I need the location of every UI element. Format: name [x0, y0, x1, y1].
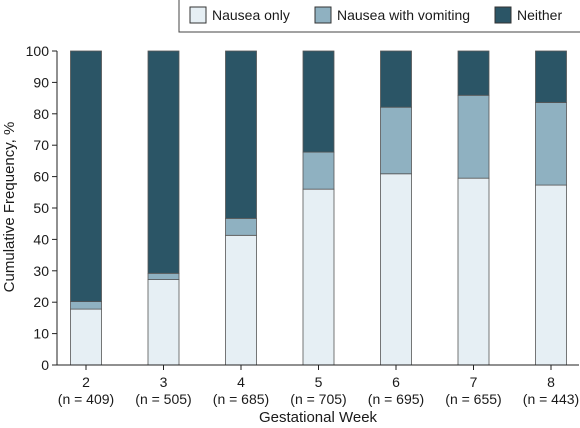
y-axis: 0 10 20 30 40 50 60 70 80 90 100	[26, 43, 58, 373]
x-tick-label: 8	[547, 374, 555, 390]
x-tick-label: 6	[392, 374, 400, 390]
y-tick-label: 100	[26, 43, 50, 59]
bar-week-4-series-3	[225, 50, 257, 219]
bar-week-7-series-3	[457, 50, 490, 96]
x-tick-label: 5	[315, 374, 323, 390]
bar-week-6-series-3	[380, 50, 412, 108]
bar-week-6-series-2	[380, 106, 412, 175]
y-tick-label: 30	[33, 263, 49, 279]
bar-week-6-series-1	[380, 173, 412, 366]
bar-week-3-series-2	[147, 272, 180, 280]
y-axis-title: Cumulative Frequency, %	[1, 122, 18, 293]
legend: Nausea only Nausea with vomiting Neither	[178, 0, 580, 33]
legend-label-2: Nausea with vomiting	[337, 7, 470, 23]
x-axis-title: Gestational Week	[259, 409, 378, 426]
x-tick-sublabel: (n = 685)	[213, 391, 269, 407]
x-tick-label: 3	[160, 374, 168, 390]
bar-week-8-series-3	[535, 50, 567, 103]
x-tick-sublabel: (n = 655)	[445, 391, 501, 407]
x-tick-label: 4	[237, 374, 245, 390]
x-axis: 2(n = 409) 3(n = 505) 4(n = 685) 5(n = 705)…	[57, 364, 579, 407]
bar-week-3-series-1	[147, 279, 180, 366]
y-tick-label: 10	[33, 326, 49, 342]
bar-week-5-series-1	[302, 188, 335, 366]
y-tick-label: 20	[33, 294, 49, 310]
y-tick-label: 80	[33, 106, 49, 122]
y-tick-label: 50	[33, 200, 49, 216]
bar-week-7-series-1	[457, 177, 490, 366]
bar-week-7-series-2	[457, 94, 490, 179]
y-tick-label: 0	[41, 357, 49, 373]
bar-week-2-series-3	[70, 50, 102, 302]
legend-label-1: Nausea only	[212, 7, 290, 23]
x-tick-sublabel: (n = 505)	[135, 391, 191, 407]
bar-week-2-series-2	[70, 301, 102, 310]
y-tick-label: 40	[33, 231, 49, 247]
legend-swatch-3	[494, 6, 512, 24]
x-tick-label: 2	[82, 374, 90, 390]
x-tick-label: 7	[470, 374, 478, 390]
bar-week-8-series-2	[535, 102, 567, 186]
bars	[70, 50, 567, 366]
legend-label-3: Neither	[517, 7, 562, 23]
y-tick-label: 90	[33, 74, 49, 90]
x-tick-sublabel: (n = 705)	[290, 391, 346, 407]
bar-week-4-series-1	[225, 234, 257, 366]
x-tick-sublabel: (n = 443)	[523, 391, 579, 407]
legend-swatch-2	[314, 6, 332, 24]
bar-week-4-series-2	[225, 217, 257, 236]
bar-week-5-series-3	[302, 50, 335, 153]
bar-week-3-series-3	[147, 50, 180, 274]
bar-week-8-series-1	[535, 184, 567, 366]
bar-week-2-series-1	[70, 308, 102, 366]
x-tick-sublabel: (n = 409)	[58, 391, 114, 407]
x-tick-sublabel: (n = 695)	[368, 391, 424, 407]
y-tick-label: 60	[33, 169, 49, 185]
y-tick-label: 70	[33, 137, 49, 153]
legend-swatch-1	[189, 6, 207, 24]
bar-week-5-series-2	[302, 151, 335, 190]
